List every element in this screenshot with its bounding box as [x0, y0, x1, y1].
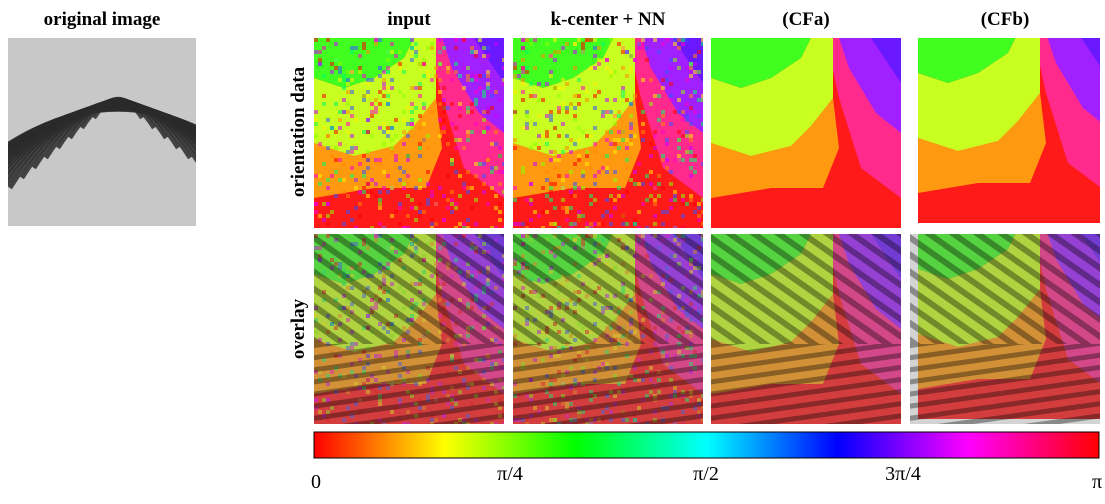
overlay-panel [513, 234, 703, 424]
column-title: (CFb) [981, 9, 1030, 30]
orientation-panel [918, 38, 1100, 223]
overlay-panel [711, 234, 901, 424]
original-image [8, 38, 196, 226]
overlay-panel [910, 234, 1100, 424]
colorbar-tick: π [1092, 471, 1102, 493]
column-title: (CFa) [782, 9, 829, 30]
column-title: k-center + NN [551, 9, 666, 30]
colorbar-tick: 3π/4 [885, 463, 921, 485]
colorbar-tick: 0 [311, 471, 321, 493]
colorbar-tick: π/4 [497, 463, 523, 485]
colorbar [313, 431, 1100, 459]
orientation-panel [513, 38, 703, 228]
orientation-panel [314, 38, 504, 228]
colorbar-tick: π/2 [693, 463, 719, 485]
row-label: orientation data [288, 66, 309, 197]
column-title: input [387, 9, 431, 30]
original-title: original image [44, 9, 161, 30]
overlay-panel [314, 234, 504, 424]
row-label: overlay [288, 298, 309, 359]
orientation-panel [711, 38, 901, 228]
